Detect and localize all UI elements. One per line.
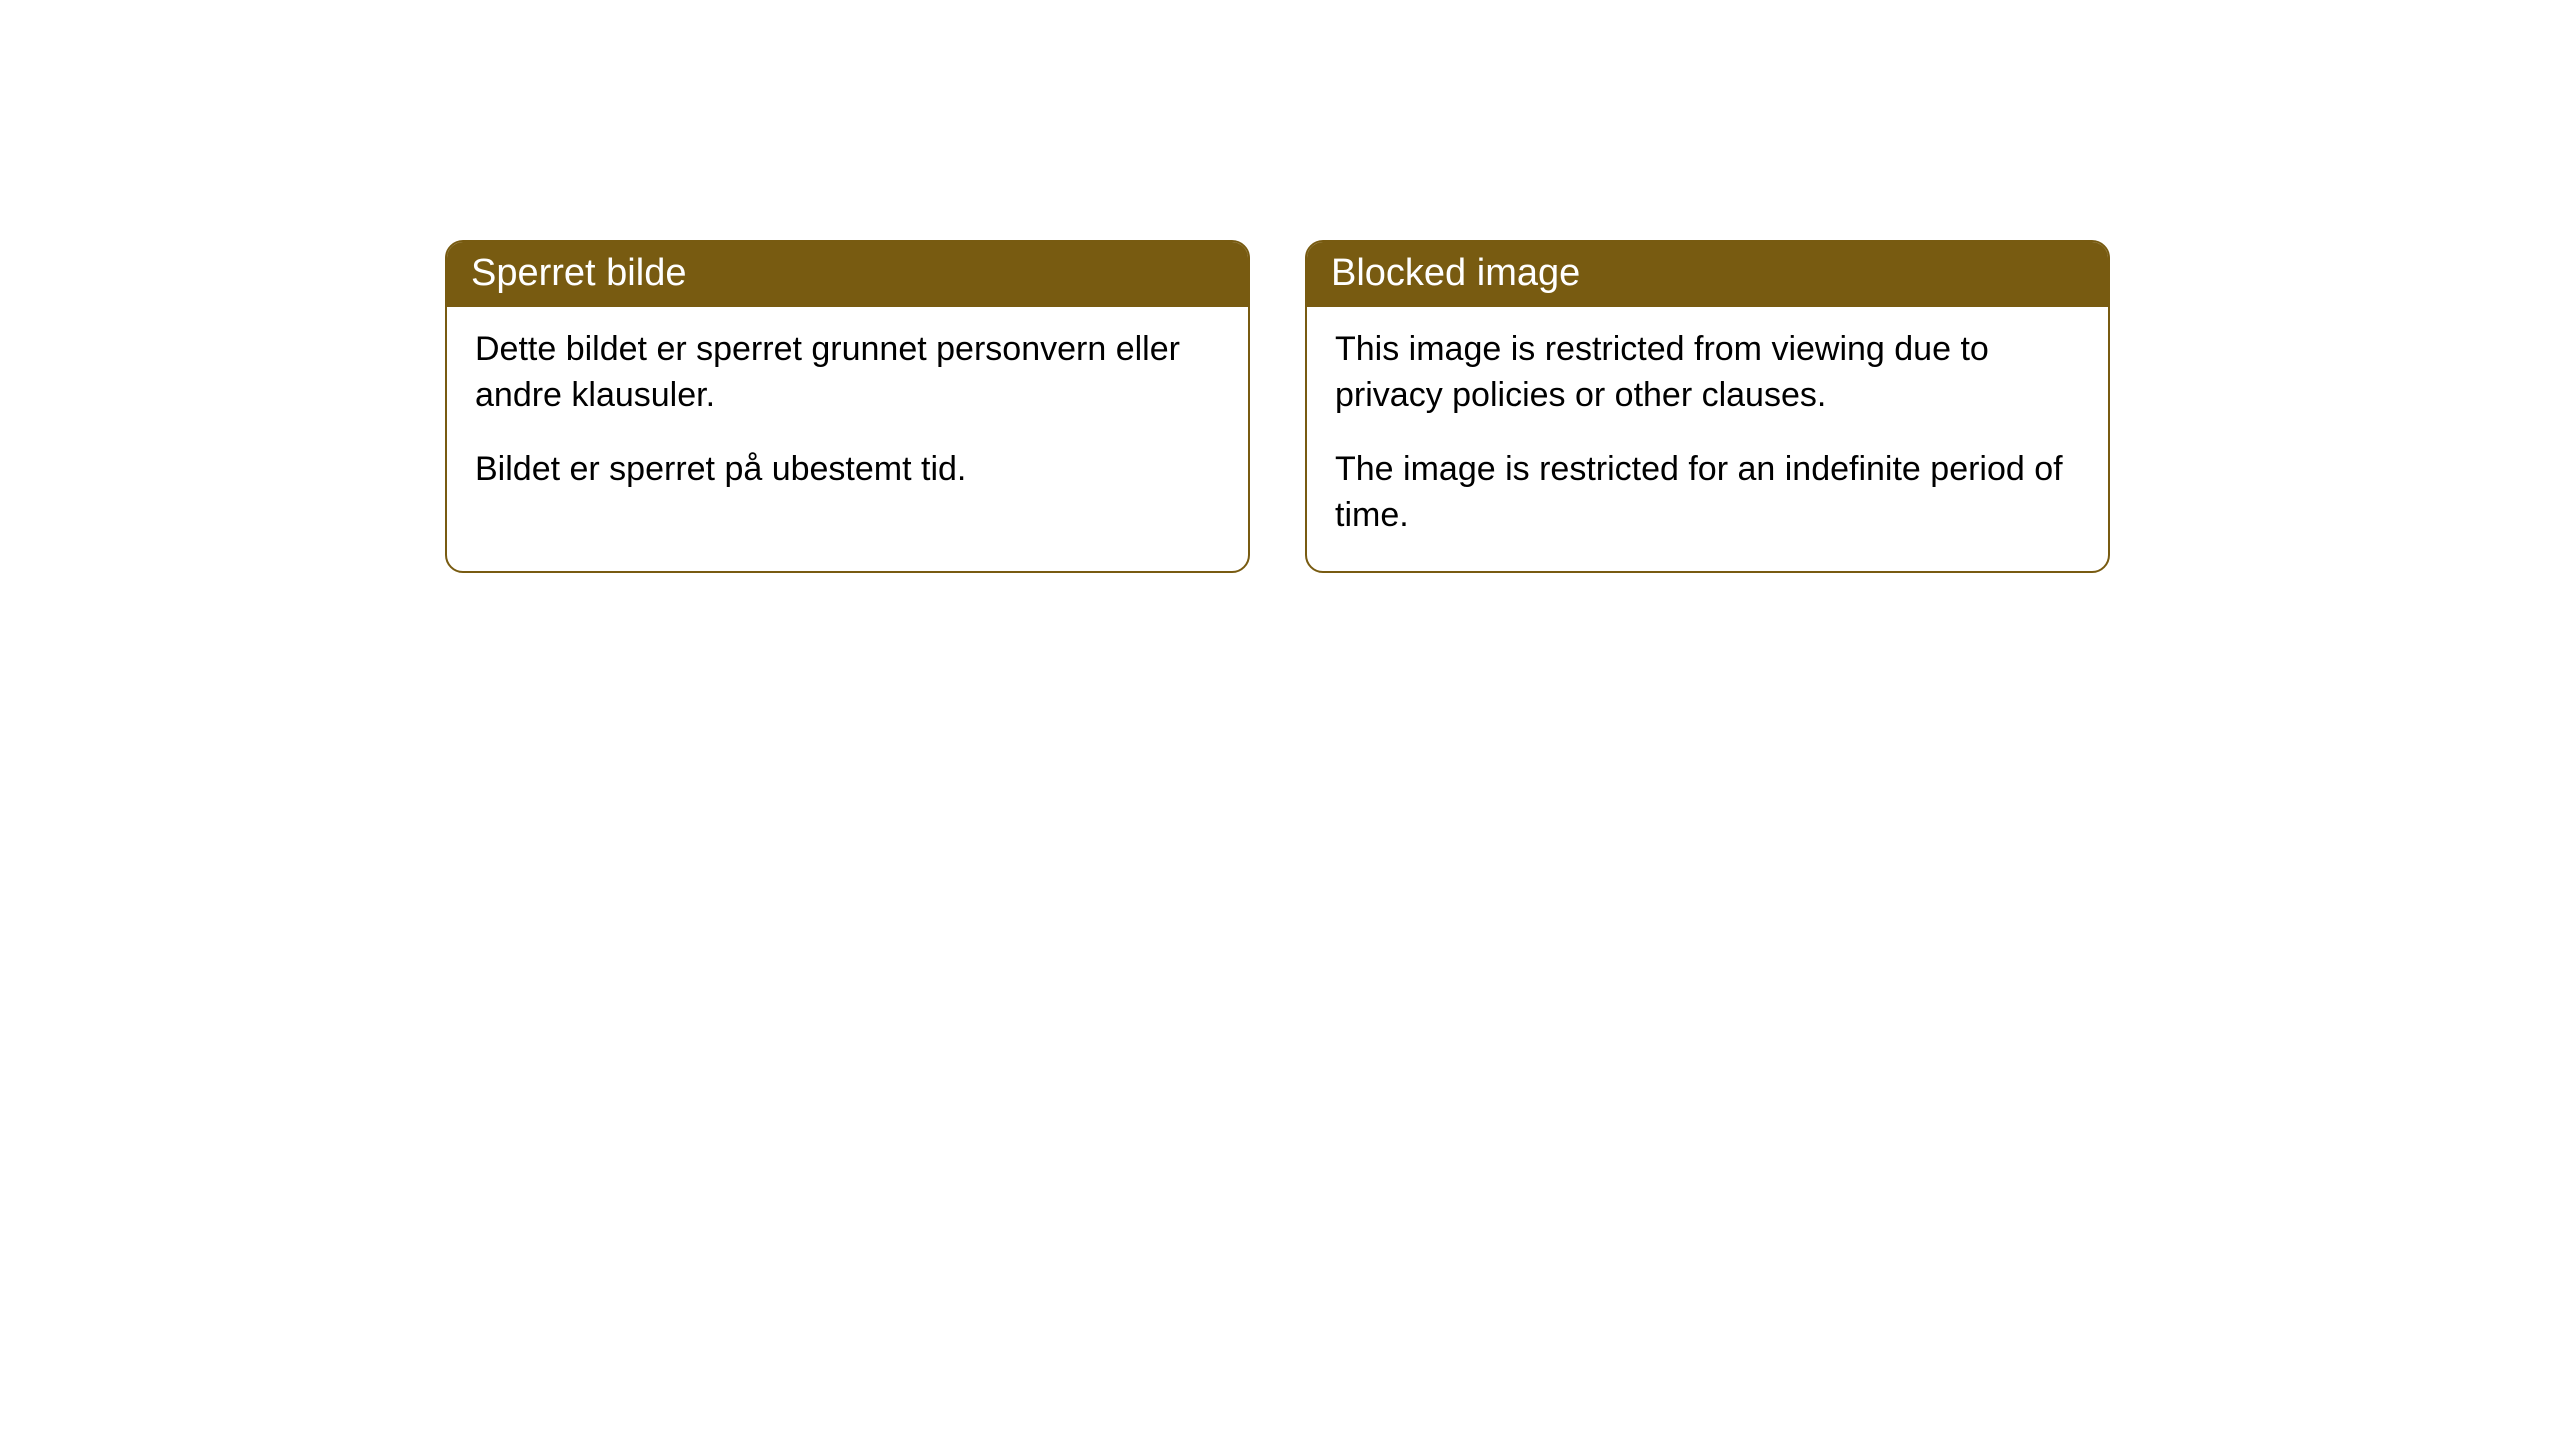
notice-body: This image is restricted from viewing du… <box>1307 307 2108 571</box>
notice-paragraph: This image is restricted from viewing du… <box>1335 327 2080 419</box>
notice-paragraph: Bildet er sperret på ubestemt tid. <box>475 447 1220 493</box>
notice-paragraph: Dette bildet er sperret grunnet personve… <box>475 327 1220 419</box>
notice-header: Blocked image <box>1307 242 2108 307</box>
notice-header: Sperret bilde <box>447 242 1248 307</box>
notice-container: Sperret bilde Dette bildet er sperret gr… <box>0 0 2560 573</box>
notice-body: Dette bildet er sperret grunnet personve… <box>447 307 1248 525</box>
notice-card-english: Blocked image This image is restricted f… <box>1305 240 2110 573</box>
notice-card-norwegian: Sperret bilde Dette bildet er sperret gr… <box>445 240 1250 573</box>
notice-paragraph: The image is restricted for an indefinit… <box>1335 447 2080 539</box>
